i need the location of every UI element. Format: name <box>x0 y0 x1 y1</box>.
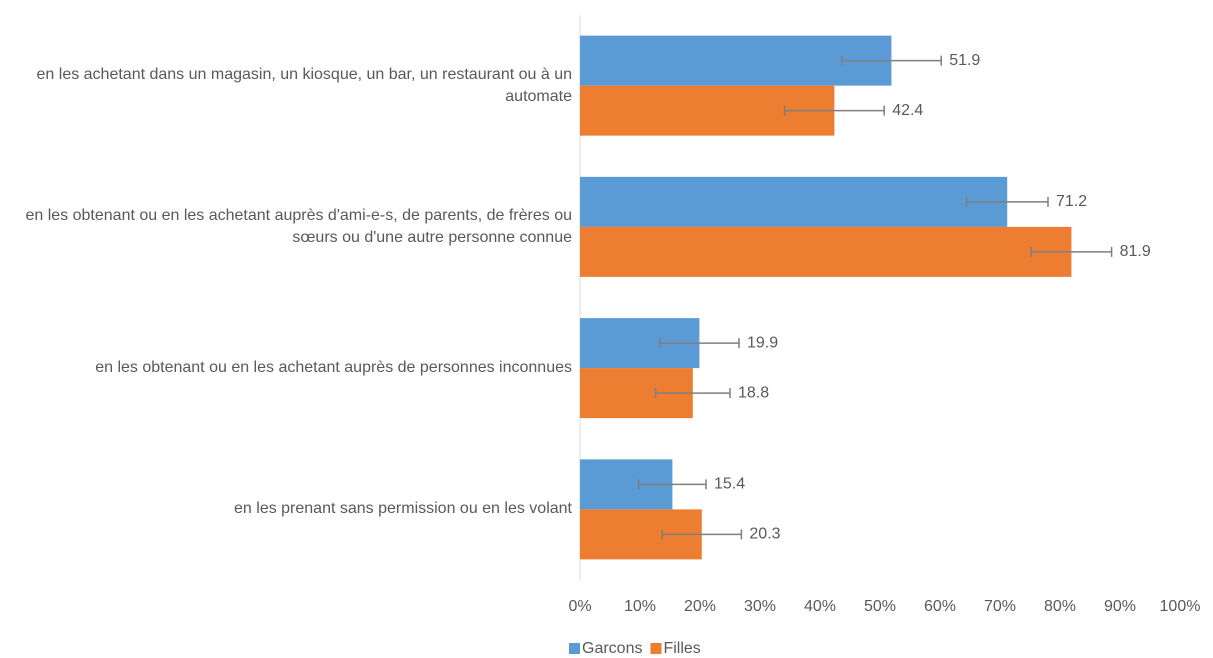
x-tick-label: 10% <box>624 598 656 615</box>
x-tick-label: 100% <box>1160 598 1201 615</box>
error-bar <box>965 196 1049 207</box>
category-label: en les achetant dans un magasin, un kios… <box>36 65 572 105</box>
x-tick-label: 30% <box>744 598 776 615</box>
x-tick-label: 0% <box>568 598 591 615</box>
error-bar <box>638 479 707 490</box>
data-label: 51.9 <box>949 52 980 69</box>
data-label: 42.4 <box>892 102 923 119</box>
x-tick-label: 40% <box>804 598 836 615</box>
x-tick-label: 50% <box>864 598 896 615</box>
error-bar <box>1030 246 1113 257</box>
x-tick-label: 70% <box>984 598 1016 615</box>
bar <box>580 226 1072 277</box>
x-tick-label: 20% <box>684 598 716 615</box>
data-label: 15.4 <box>714 476 745 493</box>
error-bar <box>661 529 743 540</box>
bar <box>580 35 892 86</box>
x-tick-label: 90% <box>1104 598 1136 615</box>
data-label: 20.3 <box>749 526 780 543</box>
data-label: 19.9 <box>747 334 778 351</box>
data-label: 71.2 <box>1056 193 1087 210</box>
data-label: 81.9 <box>1120 243 1151 260</box>
legend-swatch <box>569 643 580 654</box>
category-label: en les prenant sans permission ou en les… <box>234 500 572 518</box>
legend-label: Garcons <box>582 640 642 657</box>
error-bar <box>783 105 885 116</box>
error-bar <box>840 55 942 66</box>
category-label: en les obtenant ou en les achetant auprè… <box>25 206 572 246</box>
legend-label: Filles <box>663 640 700 657</box>
data-label: 18.8 <box>738 384 769 401</box>
x-tick-label: 60% <box>924 598 956 615</box>
bar <box>580 176 1008 227</box>
legend-swatch <box>650 643 662 654</box>
category-label: en les obtenant ou en les achetant auprè… <box>95 359 572 377</box>
error-bar <box>654 388 731 399</box>
x-tick-label: 80% <box>1044 598 1076 615</box>
error-bar <box>659 338 740 349</box>
